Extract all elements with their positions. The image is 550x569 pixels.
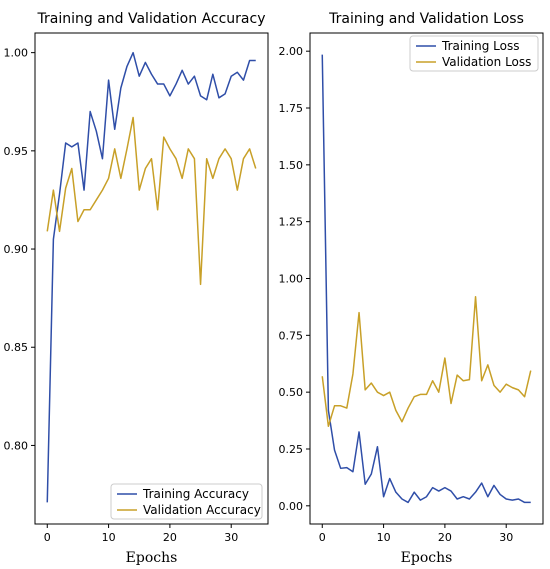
plot-frame: [309, 32, 544, 525]
y-tick-label: 0.00: [279, 500, 304, 513]
y-tick-label: 0.95: [4, 145, 29, 158]
y-tick-label: 0.75: [279, 329, 304, 342]
plot-frame: [34, 32, 269, 525]
x-axis-label: Epochs: [401, 550, 453, 566]
y-tick-label: 1.75: [279, 102, 304, 115]
y-tick-label: 0.25: [279, 443, 304, 456]
x-tick-label: 30: [224, 531, 238, 544]
chart-title: Training and Validation Loss: [328, 11, 524, 27]
legend-box: [409, 35, 539, 72]
legend: Training Loss Validation Loss: [409, 35, 539, 72]
y-tick-label: 0.80: [4, 439, 29, 452]
x-tick-label: 30: [499, 531, 513, 544]
x-tick-label: 20: [438, 531, 452, 544]
y-tick-label: 1.00: [279, 273, 304, 286]
legend-entry: Training Accuracy: [142, 487, 249, 501]
x-tick-label: 10: [377, 531, 391, 544]
series-line-validation-loss: [321, 295, 532, 427]
y-tick-label: 0.85: [4, 341, 29, 354]
x-tick-label: 0: [319, 531, 326, 544]
x-tick-label: 10: [102, 531, 116, 544]
y-tick-label: 0.90: [4, 243, 29, 256]
legend-entry: Training Loss: [441, 39, 519, 53]
accuracy-chart: Training and Validation Accuracy 0 10 20 30 0…: [4, 11, 269, 566]
legend-box: [110, 483, 263, 520]
y-tick-label: 1.50: [279, 159, 304, 172]
legend: Training Accuracy Validation Accuracy: [110, 483, 263, 520]
x-tick-label: 0: [44, 531, 51, 544]
legend-entry: Validation Loss: [442, 55, 531, 69]
y-tick-label: 2.00: [279, 45, 304, 58]
series-line-training-accuracy: [46, 51, 256, 503]
y-tick-label: 0.50: [279, 386, 304, 399]
y-tick-label: 1.00: [4, 47, 29, 60]
x-tick-label: 20: [163, 531, 177, 544]
loss-chart: Training and Validation Loss 0 10 20 30 0.00 0…: [279, 11, 544, 566]
y-tick-label: 1.25: [279, 216, 304, 229]
legend-entry: Validation Accuracy: [143, 503, 261, 517]
series-line-training-loss: [321, 54, 531, 504]
chart-title: Training and Validation Accuracy: [37, 11, 266, 27]
x-axis-label: Epochs: [126, 550, 178, 566]
series-line-validation-accuracy: [46, 116, 257, 286]
